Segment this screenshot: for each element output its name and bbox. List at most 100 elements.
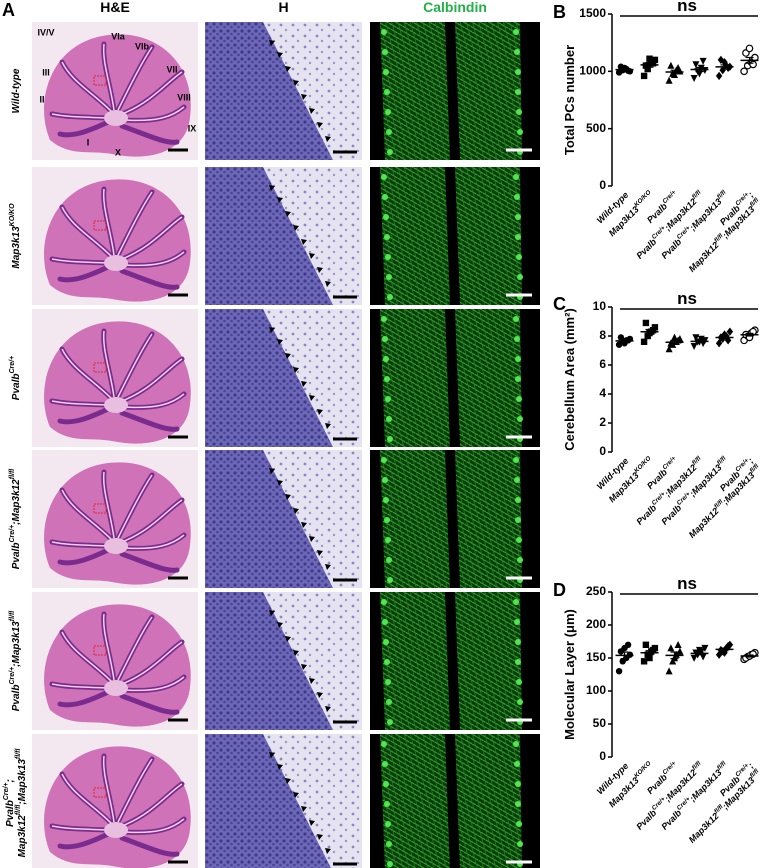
chart: C 0 2 4 6 8 10 Cerebellum Area (mm²) ns (553, 289, 759, 458)
label-sup: Cre/+ (661, 189, 677, 205)
data-point (695, 646, 704, 654)
label-sup: fl/fl (749, 197, 761, 209)
lobule-label: VIII (177, 92, 191, 102)
label-sup: KO/KO (633, 455, 653, 475)
annotation: ns (677, 289, 697, 308)
label-sup: fl/fl (713, 803, 725, 815)
y-tick-label: 2 (599, 415, 606, 429)
label-sup: KO/KO (633, 189, 653, 209)
y-axis-label: Total PCs number (562, 45, 577, 155)
micrograph (370, 167, 540, 305)
row-label-line: PvalbCre/+; (3, 779, 15, 827)
data-point (674, 64, 682, 72)
y-tick-label: 1000 (579, 64, 606, 78)
micrograph (370, 450, 540, 588)
lobule-label: VII (166, 64, 177, 74)
data-point (640, 72, 648, 80)
data-point (665, 667, 673, 675)
data-point (740, 67, 748, 76)
data-point (676, 647, 684, 655)
y-tick-label: 0 (599, 749, 606, 763)
label-text: ;Map3k13 (17, 759, 28, 805)
y-axis-label: Cerebellum Area (mm²) (562, 308, 577, 451)
micrograph (32, 592, 198, 730)
y-tick-label: 6 (599, 357, 606, 371)
label-sup: fl/fl (749, 768, 761, 780)
y-axis-label: Molecular Layer (μm) (562, 609, 577, 740)
label-text: ; (5, 779, 16, 782)
column-header: Calbindin (423, 0, 487, 15)
label-sup: fl/fl (716, 760, 728, 772)
label-sup: fl/fl (749, 463, 761, 475)
panel-label: C (553, 294, 566, 314)
label-text: ; (746, 456, 755, 465)
data-point (721, 58, 728, 67)
label-sup: fl/fl (9, 610, 16, 622)
micrograph (370, 22, 540, 160)
micrograph (205, 22, 362, 160)
data-point (715, 71, 723, 81)
lobule-label: II (39, 94, 44, 104)
data-point (649, 327, 657, 334)
data-point (665, 76, 673, 84)
panel-label: D (553, 580, 566, 600)
data-point (695, 70, 704, 78)
data-point (646, 55, 653, 62)
micrograph (205, 734, 362, 868)
label-sup: fl/fl (15, 748, 22, 760)
label-text: ;Map3k12 (11, 479, 22, 525)
label-text: Map3k12 (17, 815, 28, 858)
data-point (701, 644, 709, 652)
label-text: ; (746, 190, 755, 199)
data-point (615, 668, 623, 675)
data-point (640, 338, 648, 345)
y-tick-label: 10 (593, 299, 607, 313)
data-point (721, 330, 728, 339)
label-sup: KO/KO (633, 760, 653, 780)
y-tick-label: 250 (586, 584, 606, 598)
data-point (715, 339, 723, 348)
row-label: Map3k13KO/KO (9, 203, 21, 269)
lobule-label: IX (188, 123, 197, 133)
data-point (624, 641, 632, 648)
lobule-label: III (42, 67, 50, 77)
label-text: ;Map3k13 (11, 621, 22, 667)
label-sup: fl/fl (713, 232, 725, 244)
label-text: Pvalb (5, 800, 16, 827)
data-point (649, 60, 657, 67)
panel-label: A (2, 0, 15, 20)
lobule-label: VIa (111, 31, 126, 41)
column-header: H (278, 0, 288, 15)
data-point (667, 61, 675, 69)
row-label: Wild-type (11, 68, 22, 113)
data-point (670, 333, 679, 341)
row-label-line: Wild-type (11, 68, 22, 113)
micrograph (32, 167, 198, 305)
data-point (642, 641, 650, 648)
y-tick-label: 150 (586, 650, 606, 664)
data-point (745, 44, 754, 53)
data-point (719, 66, 726, 75)
label-sup: Cre/+ (9, 525, 16, 543)
chart: D 0 50 100 150 200 250 Molecular Layer (μm) ns (553, 574, 759, 763)
label-sup: fl/fl (716, 189, 728, 201)
micrograph (32, 734, 198, 868)
label-sup: Cre/+ (3, 782, 10, 800)
data-point (617, 334, 625, 341)
data-point (690, 342, 698, 350)
column-header: H&E (100, 0, 130, 15)
micrograph (32, 22, 198, 160)
label-text: Pvalb (11, 543, 22, 570)
micrograph (205, 450, 362, 588)
lobule-label: VIb (135, 41, 150, 51)
data-point (674, 640, 682, 648)
data-point (749, 60, 757, 69)
label-sup: KO/KO (9, 203, 16, 227)
data-point (724, 336, 732, 345)
row-label-line: PvalbCre/+ (9, 356, 21, 400)
data-point (644, 65, 651, 73)
label-sup: fl/fl (691, 760, 703, 772)
label-text: Map3k13 (11, 226, 22, 269)
x-tick-label-line: Map3k12fl/fl;Map3k13fl/fl (686, 463, 763, 540)
